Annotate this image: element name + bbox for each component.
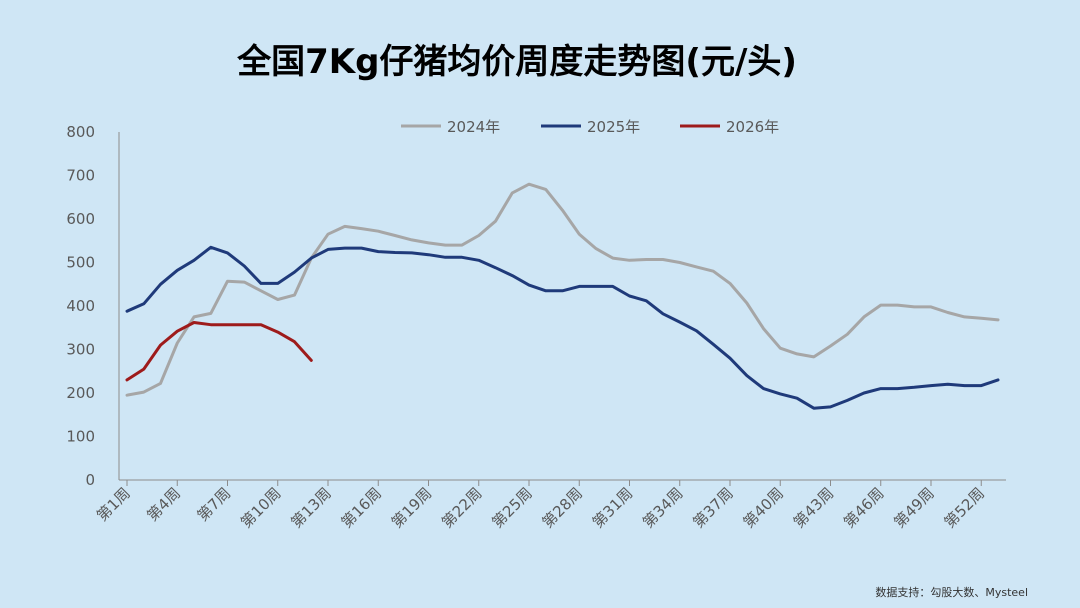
x-tick-label: 第10周 [237, 484, 284, 531]
x-tick-label: 第37周 [689, 484, 736, 531]
y-tick-label: 0 [85, 471, 95, 489]
y-tick-label: 500 [66, 254, 95, 272]
y-tick-label: 300 [66, 341, 95, 359]
y-tick-label: 700 [66, 167, 95, 185]
x-tick-labels: 第1周 第4周 第7周 第10周 第13周 第16周 第19周 第22周 第25周 第28周 第31… [93, 480, 988, 532]
series-line-2026年 [125, 321, 313, 382]
x-tick-label: 第7周 [194, 484, 235, 525]
x-tick-label: 第52周 [941, 484, 988, 531]
x-tick-label: 第25周 [488, 484, 535, 531]
legend: 2024年 2025年 2026年 [401, 118, 779, 136]
y-tick-label: 800 [66, 123, 95, 141]
x-tick-label: 第19周 [388, 484, 435, 531]
series-lines [125, 182, 1000, 410]
x-tick-label: 第40周 [740, 484, 787, 531]
x-tick-label: 第31周 [589, 484, 636, 531]
x-tick-label: 第49周 [890, 484, 937, 531]
x-tick-label: 第4周 [143, 484, 184, 525]
x-tick-label: 第43周 [790, 484, 837, 531]
x-tick-label: 第28周 [539, 484, 586, 531]
chart-title: 全国7Kg仔猪均价周度走势图(元/头) [236, 42, 797, 82]
y-tick-labels: 0 100 200 300 400 500 600 700 800 [66, 123, 95, 489]
legend-label: 2024年 [447, 118, 500, 136]
x-tick-label: 第13周 [287, 484, 334, 531]
source-note: 数据支持：勾股大数、Mysteel [875, 585, 1028, 599]
axes [118, 132, 1006, 481]
y-tick-label: 200 [66, 384, 95, 402]
x-tick-label: 第22周 [438, 484, 485, 531]
y-tick-label: 600 [66, 210, 95, 228]
x-tick-label: 第16周 [338, 484, 385, 531]
x-tick-label: 第34周 [639, 484, 686, 531]
x-tick-label: 第46周 [840, 484, 887, 531]
legend-label: 2026年 [726, 118, 779, 136]
y-tick-label: 100 [66, 428, 95, 446]
series-line-2025年 [125, 245, 1000, 410]
legend-label: 2025年 [587, 118, 640, 136]
x-tick-label: 第1周 [93, 484, 134, 525]
series-line-2024年 [125, 182, 1000, 397]
y-tick-label: 400 [66, 297, 95, 315]
